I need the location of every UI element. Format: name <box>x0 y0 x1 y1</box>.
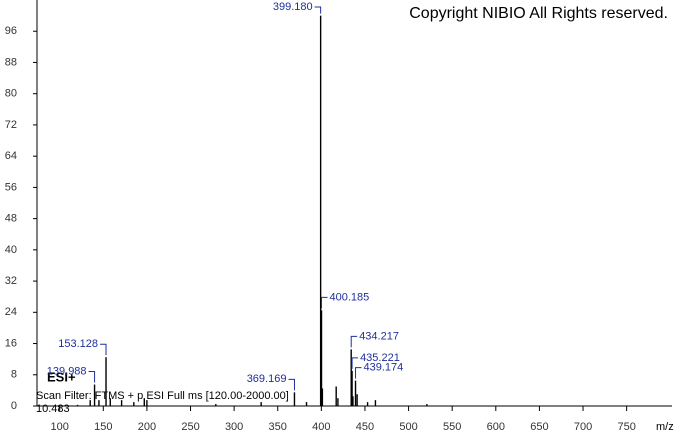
ion-mode: ESI+ <box>47 369 76 384</box>
peak-label: 369.169 <box>247 373 287 385</box>
y-tick-label: 8 <box>11 369 17 381</box>
y-tick-label: 80 <box>5 88 17 100</box>
peak-label: 400.185 <box>330 291 370 303</box>
x-tick-label: 550 <box>443 421 461 433</box>
y-tick-label: 0 <box>11 400 17 412</box>
x-tick-label: 200 <box>138 421 156 433</box>
peak-label: 153.128 <box>58 338 98 350</box>
label-bracket <box>351 357 359 369</box>
x-tick-label: 600 <box>487 421 505 433</box>
y-tick-label: 40 <box>5 244 17 256</box>
y-tick-label: 72 <box>5 119 17 131</box>
x-tick-label: 300 <box>225 421 243 433</box>
peak-label: 399.180 <box>273 1 313 13</box>
chart-title: Copyright NIBIO All Rights reserved. <box>409 5 668 22</box>
label-bracket <box>314 6 322 14</box>
y-tick-label: 16 <box>5 337 17 349</box>
x-tick-label: 450 <box>356 421 374 433</box>
y-tick-label: 88 <box>5 56 17 68</box>
label-bracket <box>100 343 107 356</box>
peak-label: 434.217 <box>359 330 399 342</box>
label-bracket <box>321 296 328 309</box>
y-tick-label: 32 <box>5 275 17 287</box>
x-tick-label: 150 <box>94 421 112 433</box>
peak-label: 139.988 <box>47 365 87 377</box>
y-tick-label: 24 <box>5 306 17 318</box>
x-tick-label: 750 <box>617 421 635 433</box>
x-tick-label: 400 <box>312 421 330 433</box>
x-axis-label: m/z <box>656 421 674 433</box>
scan-filter: Scan Filter: FTMS + p ESI Full ms [120.0… <box>36 390 289 402</box>
x-tick-label: 100 <box>50 421 68 433</box>
x-tick-label: 650 <box>530 421 548 433</box>
scale: 10.483 <box>36 403 70 415</box>
x-tick-label: 500 <box>399 421 417 433</box>
label-bracket <box>355 367 362 379</box>
y-tick-label: 48 <box>5 213 17 225</box>
peak-label: 439.174 <box>364 362 404 374</box>
label-bracket <box>288 378 295 391</box>
label-bracket <box>88 371 96 383</box>
y-tick-label: 56 <box>5 181 17 193</box>
y-tick-label: 64 <box>5 150 17 162</box>
x-tick-label: 700 <box>574 421 592 433</box>
y-tick-label: 96 <box>5 25 17 37</box>
peak-label: 435.221 <box>360 352 400 364</box>
x-tick-label: 250 <box>181 421 199 433</box>
x-tick-label: 350 <box>269 421 287 433</box>
label-bracket <box>350 335 358 348</box>
